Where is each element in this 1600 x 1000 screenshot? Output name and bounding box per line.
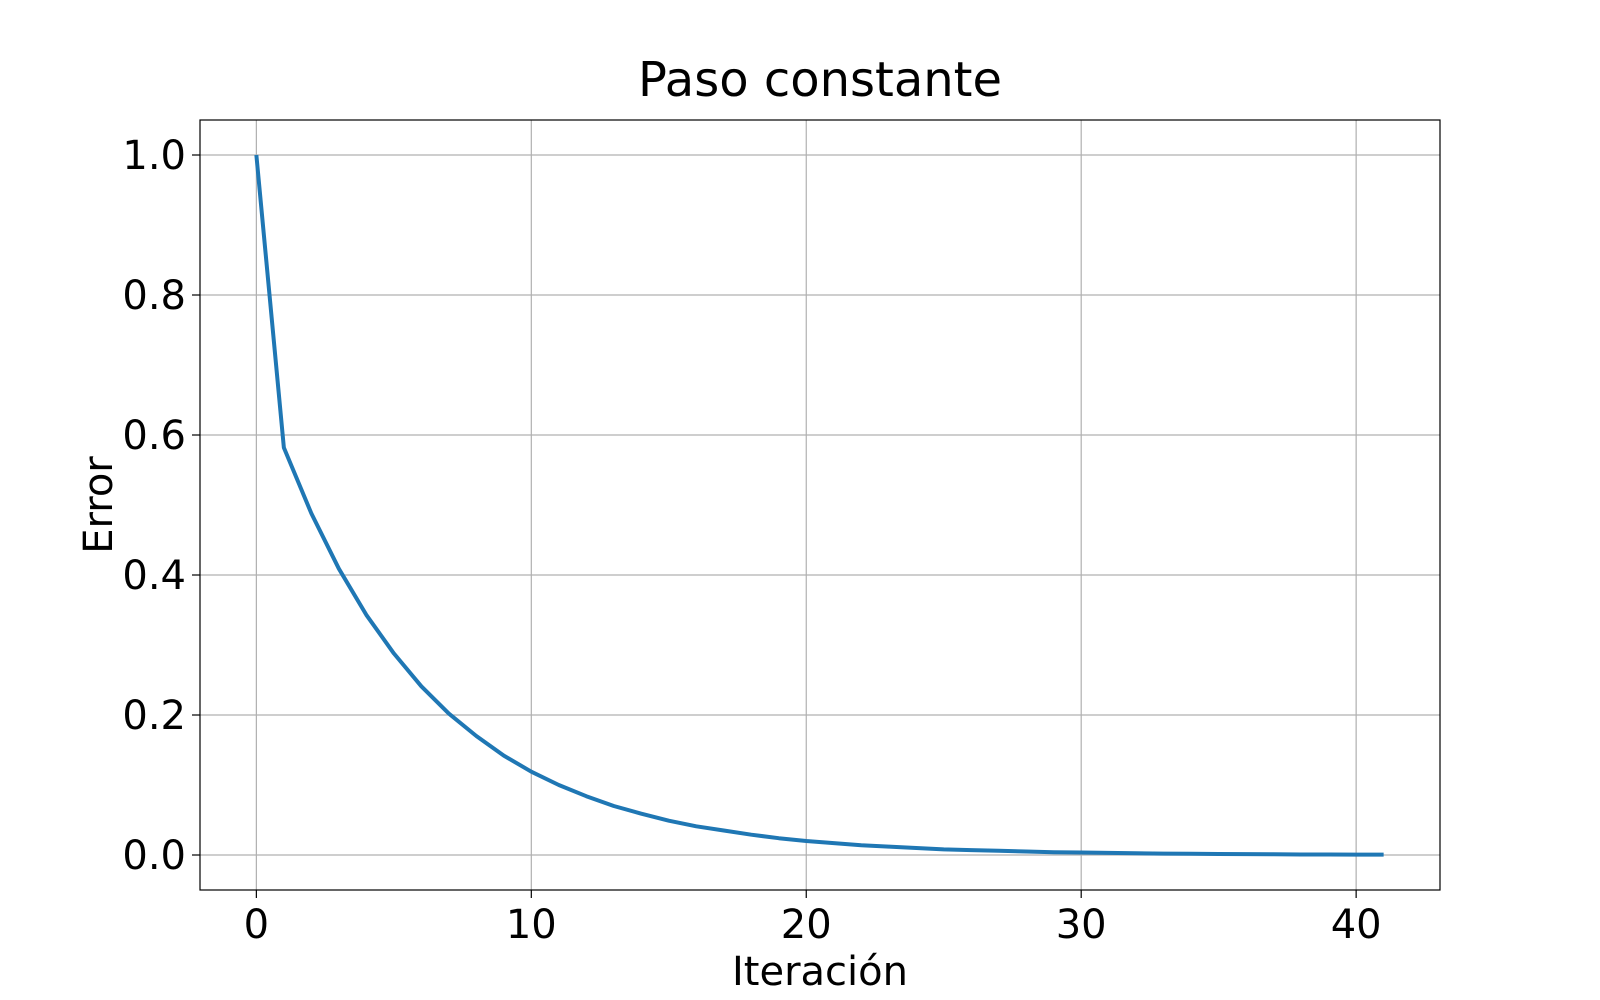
x-axis-label: Iteración bbox=[732, 949, 908, 995]
y-tick-label: 0.0 bbox=[122, 833, 186, 879]
y-tick-label: 0.8 bbox=[122, 273, 186, 319]
chart-title: Paso constante bbox=[638, 52, 1002, 108]
grid bbox=[200, 120, 1440, 890]
plot-frame bbox=[199, 119, 1441, 891]
x-tick-label: 30 bbox=[1056, 902, 1107, 948]
x-tick-label: 10 bbox=[506, 902, 557, 948]
series-line-0 bbox=[254, 154, 1384, 857]
y-tick-label: 1.0 bbox=[122, 133, 186, 179]
y-tick-label: 0.4 bbox=[122, 553, 186, 599]
y-tick-label: 0.6 bbox=[122, 413, 186, 459]
x-tick-label: 20 bbox=[781, 902, 832, 948]
y-axis-label: Error bbox=[76, 456, 122, 554]
ticks: 0 10 20 30 40 0.0 0.2 0.4 0.6 0.8 1.0 bbox=[122, 133, 1381, 948]
y-tick-label: 0.2 bbox=[122, 693, 186, 739]
series-layer bbox=[254, 154, 1384, 857]
x-tick-label: 0 bbox=[244, 902, 269, 948]
x-tick-label: 40 bbox=[1331, 902, 1382, 948]
